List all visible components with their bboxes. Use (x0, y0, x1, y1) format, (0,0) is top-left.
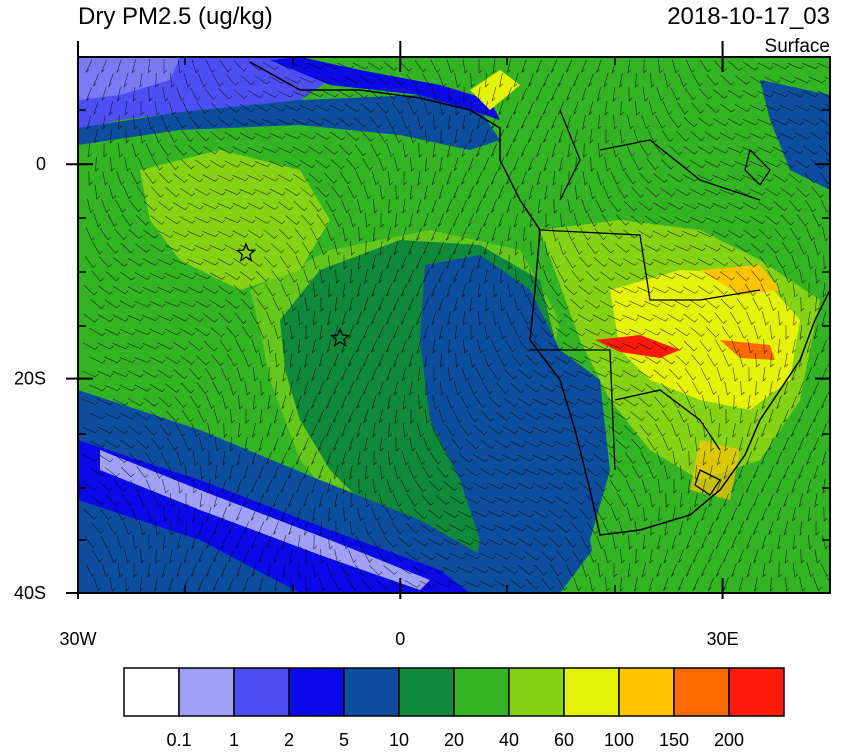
colorbar-box (563, 667, 620, 717)
colorbar-label: 150 (659, 730, 689, 750)
colorbar-label: 1 (229, 730, 239, 750)
colorbar-label: 5 (339, 730, 349, 750)
colorbar-label: 60 (554, 730, 574, 750)
colorbar-label: 2 (284, 730, 294, 750)
station-star (235, 242, 257, 262)
lon-tick-label: 30W (59, 629, 96, 649)
colorbar-box (453, 667, 510, 717)
colorbar-box (508, 667, 565, 717)
map-title: Dry PM2.5 (ug/kg) (78, 3, 273, 30)
colorbar-label: 40 (499, 730, 519, 750)
colorbar-label: 100 (604, 730, 634, 750)
wind-barbs (82, 58, 830, 592)
colorbar-box (233, 667, 290, 717)
colorbar-box (618, 667, 675, 717)
barb-lines (82, 58, 830, 592)
colorbar-label: 200 (714, 730, 744, 750)
colorbar-label: 0.1 (166, 730, 191, 750)
plot-frame (77, 56, 831, 594)
pm25-field (78, 57, 830, 593)
colorbar-box (178, 667, 235, 717)
colorbar-box (288, 667, 345, 717)
colorbar-label: 20 (444, 730, 464, 750)
valid-time: 2018-10-17_03 (667, 3, 830, 30)
station-star (329, 327, 351, 347)
lon-tick-label: 30E (707, 629, 739, 649)
lat-tick-label: 0 (36, 154, 46, 174)
lat-tick-label: 20S (14, 369, 46, 389)
lon-tick-label: 0 (395, 629, 405, 649)
colorbar-box (123, 667, 180, 717)
colorbar-box (398, 667, 455, 717)
colorbar-box (343, 667, 400, 717)
colorbar-box (728, 667, 785, 717)
level-label: Surface (765, 36, 830, 57)
lat-tick-label: 40S (14, 583, 46, 603)
minor-ticks (78, 57, 830, 593)
colorbar-label: 10 (389, 730, 409, 750)
colorbar-box (673, 667, 730, 717)
